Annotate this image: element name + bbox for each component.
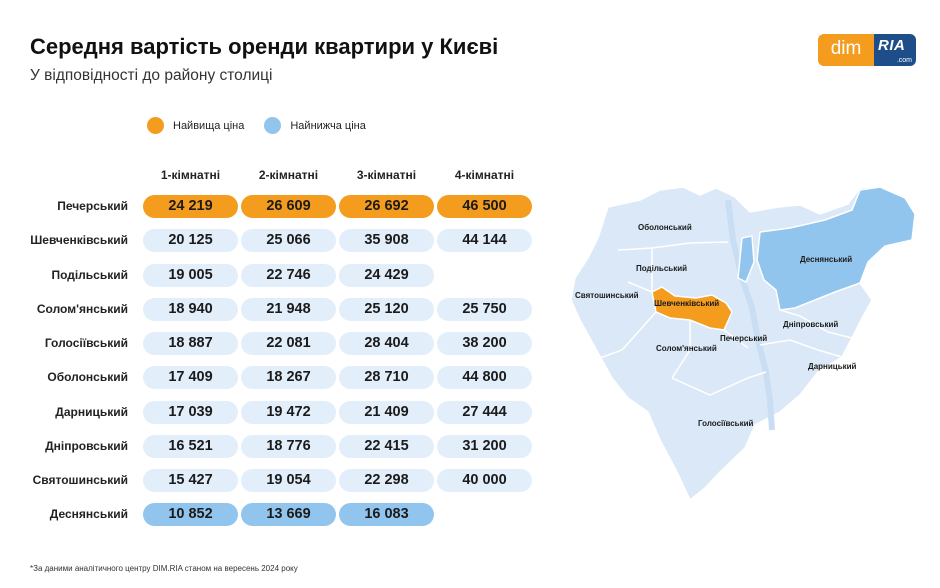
value-cell: 24 219 [143, 195, 238, 218]
map-river [725, 199, 775, 431]
footnote: *За даними аналітичного центру DIM.RIA с… [30, 564, 298, 573]
map-label-solomianskyi: Солом'янський [656, 344, 717, 353]
value-cell: 19 005 [143, 263, 238, 287]
map-label-shevchenkivskyi: Шевченківський [654, 299, 719, 308]
legend-item-high: Найвища ціна [147, 117, 244, 134]
value-cell: 18 776 [241, 434, 336, 458]
legend-label-low: Найнижча ціна [290, 119, 366, 132]
row-label: Деснянський [49, 507, 128, 522]
value-cell: 31 200 [437, 434, 532, 458]
value-cell: 18 267 [241, 366, 336, 390]
value-cell: 35 908 [339, 229, 434, 253]
map-label-dniprovskyi: Дніпровський [783, 320, 838, 329]
value-cell: 19 472 [241, 400, 336, 424]
logo-ria-block: RIA .com [874, 34, 916, 66]
column-header: 2-кімнатні [258, 168, 319, 182]
value-cell: 25 066 [241, 229, 336, 253]
row-label: Печерський [57, 199, 128, 213]
value-cell: 17 039 [143, 400, 238, 424]
value-cell: 17 409 [143, 366, 238, 390]
value-cell: 26 609 [241, 195, 336, 218]
logo-com-text: .com [896, 57, 912, 64]
value-cell: 22 415 [339, 434, 434, 458]
row-label: Подільський [51, 267, 128, 282]
map-label-podilskyi: Подільський [636, 264, 687, 273]
row-label: Голосіївський [44, 336, 128, 350]
map-district-shevchenkivskyi [651, 286, 733, 331]
value-cell: 21 948 [241, 297, 336, 321]
logo-ria-text: RIA [878, 37, 906, 54]
legend-item-low: Найнижча ціна [264, 117, 366, 134]
legend-label-high: Найвища ціна [173, 119, 245, 132]
row-label: Шевченківський [30, 233, 128, 248]
column-header: 3-кімнатні [356, 168, 417, 182]
row-label: Дніпровський [45, 438, 128, 453]
value-cell: 18 887 [143, 332, 238, 355]
row-label: Святошинський [32, 473, 128, 487]
row-label: Оболонський [47, 370, 128, 385]
value-cell: 25 750 [437, 297, 532, 321]
value-cell: 40 000 [437, 469, 532, 492]
map-district-desnianskyi [756, 186, 916, 311]
value-cell: 44 144 [437, 229, 532, 253]
value-cell: 27 444 [437, 400, 532, 424]
map-label-pecherskyi: Печерський [720, 334, 767, 343]
legend-dot-low-icon [264, 117, 282, 134]
map-district-borders [599, 241, 853, 396]
value-cell: 46 500 [437, 195, 532, 218]
row-label: Солом'янський [36, 301, 128, 316]
value-cell: 28 404 [339, 332, 434, 355]
legend-dot-high-icon [147, 117, 164, 134]
value-cell: 26 692 [339, 195, 434, 218]
value-cell: 28 710 [339, 366, 434, 390]
value-cell: 18 940 [143, 297, 238, 321]
logo-dim-text: dim [818, 34, 874, 66]
value-cell: 22 081 [241, 332, 336, 355]
value-cell: 25 120 [339, 297, 434, 321]
page-subtitle: У відповідності до району столиці [30, 67, 273, 84]
value-cell: 22 298 [339, 469, 434, 492]
map-label-obolonskyi: Оболонський [638, 223, 692, 232]
value-cell: 21 409 [339, 400, 434, 424]
value-cell: 16 083 [339, 503, 434, 527]
page-title: Середня вартість оренди квартири у Києві [30, 34, 499, 59]
value-cell: 19 054 [241, 469, 336, 492]
value-cell: 16 521 [143, 434, 238, 458]
column-header: 1-кімнатні [160, 168, 221, 182]
value-cell: 20 125 [143, 229, 238, 253]
map-label-sviatoshynskyi: Святошинський [575, 291, 639, 300]
value-cell: 10 852 [143, 503, 238, 527]
value-cell: 38 200 [437, 332, 532, 355]
value-cell: 15 427 [143, 469, 238, 492]
value-cell: 22 746 [241, 263, 336, 287]
value-cell: 44 800 [437, 366, 532, 390]
value-cell: 13 669 [241, 503, 336, 527]
map-label-desnianskyi: Деснянський [800, 255, 852, 264]
legend: Найвища ціна Найнижча ціна [147, 117, 386, 134]
dim-ria-logo[interactable]: dim RIA .com [818, 34, 916, 66]
row-label: Дарницький [55, 404, 128, 419]
column-header: 4-кімнатні [454, 168, 515, 182]
value-cell: 24 429 [339, 263, 434, 287]
map-label-darnytskyi: Дарницький [808, 362, 857, 371]
map-desnianskyi-strip [737, 235, 755, 284]
map-label-holosiivskyi: Голосіївський [698, 419, 754, 428]
